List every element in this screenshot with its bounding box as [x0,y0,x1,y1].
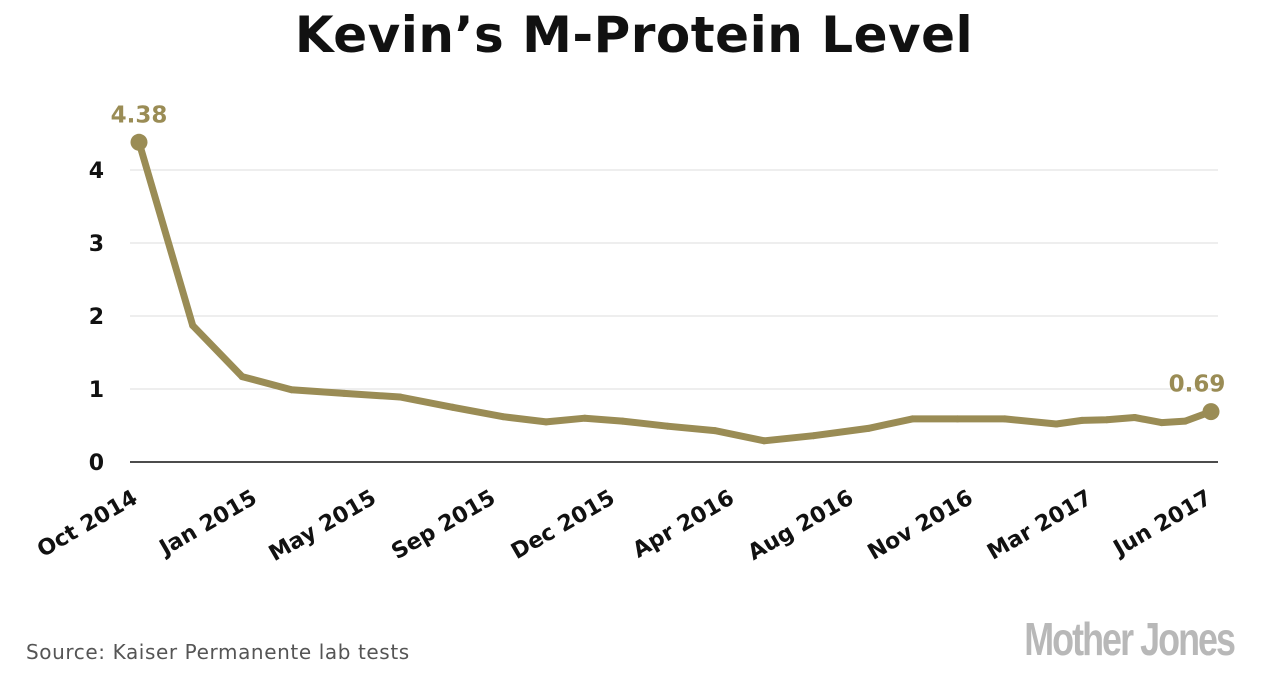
x-tick-label: Jun 2017 [1108,486,1216,563]
data-labels: 4.38 0.69 [111,102,1226,397]
data-point [664,422,671,430]
data-point [954,415,961,423]
data-point [1103,416,1111,424]
data-point [1001,415,1009,423]
data-point [760,437,768,445]
gridlines [130,169,1218,463]
data-point [499,413,507,421]
data-point [810,432,818,440]
data-point [340,389,348,397]
x-tick-label: Mar 2017 [983,486,1096,566]
x-axis-ticks: Oct 2014 Jan 2015 May 2015 Sep 2015 Dec 2015… [33,486,1216,567]
data-point [1131,414,1139,421]
data-point [1181,417,1189,425]
data-point [542,418,550,426]
x-tick-label: Jan 2015 [154,486,261,562]
data-point [908,415,916,423]
y-tick-label: 3 [89,232,104,257]
source-note: Source: Kaiser Permanente lab tests [26,640,410,664]
series-line [135,138,1215,445]
data-label: 0.69 [1169,372,1226,398]
x-tick-label: Oct 2014 [33,486,142,563]
x-tick-label: Aug 2016 [744,486,858,566]
data-label: 4.38 [111,102,168,128]
y-axis-ticks: 0 1 2 3 4 [89,159,104,476]
data-point [1052,420,1060,428]
endpoint-marker [130,133,148,151]
x-tick-label: Apr 2016 [629,486,739,564]
data-point [864,424,872,432]
x-tick-label: May 2015 [265,486,381,567]
y-tick-label: 2 [89,305,104,330]
y-tick-label: 4 [89,159,104,184]
x-tick-label: Dec 2015 [507,486,619,565]
endpoint-marker [1202,403,1220,421]
data-point [618,417,626,425]
data-point [711,427,719,435]
data-point [449,403,457,411]
publisher-logo: Mother Jones [1024,613,1236,665]
chart-title: Kevin’s M-Protein Level [294,6,974,64]
y-tick-label: 0 [89,451,104,476]
data-point [581,414,589,422]
data-point [396,393,404,401]
x-tick-label: Nov 2016 [864,486,978,566]
data-point [1078,416,1086,424]
data-point [238,373,246,381]
data-point [288,386,295,394]
data-point [189,322,197,329]
y-tick-label: 1 [89,378,104,403]
x-tick-label: Sep 2015 [388,486,500,565]
data-point [1158,419,1166,427]
series-group [130,133,1220,445]
